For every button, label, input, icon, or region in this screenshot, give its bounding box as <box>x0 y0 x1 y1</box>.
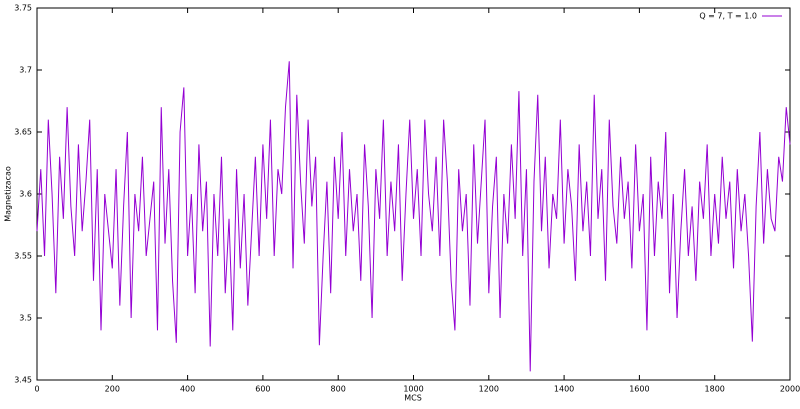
y-tick-label: 3.65 <box>14 128 32 137</box>
y-tick-label: 3.5 <box>19 314 32 323</box>
y-axis-label: Magnetizacao <box>4 166 13 222</box>
y-tick-label: 3.6 <box>19 190 32 199</box>
data-line <box>36 61 791 372</box>
x-tick-label: 1600 <box>629 385 649 394</box>
x-tick-label: 1000 <box>403 385 423 394</box>
x-tick-label: 1200 <box>479 385 499 394</box>
x-tick-label: 200 <box>105 385 120 394</box>
y-tick-label: 3.55 <box>14 252 32 261</box>
y-tick-label: 3.7 <box>19 66 32 75</box>
x-tick-label: 1800 <box>705 385 725 394</box>
y-tick-label: 3.75 <box>14 4 32 13</box>
y-tick-label: 3.45 <box>14 376 32 385</box>
plot-frame <box>36 7 791 381</box>
x-axis-label: MCS <box>404 394 422 403</box>
x-tick-label: 0 <box>34 385 39 394</box>
x-tick-label: 600 <box>255 385 270 394</box>
x-tick-label: 400 <box>180 385 195 394</box>
x-tick-label: 1400 <box>554 385 574 394</box>
x-tick-label: 800 <box>331 385 346 394</box>
legend-label: Q = 7, T = 1.0 <box>699 12 757 21</box>
x-tick-label: 2000 <box>780 385 800 394</box>
